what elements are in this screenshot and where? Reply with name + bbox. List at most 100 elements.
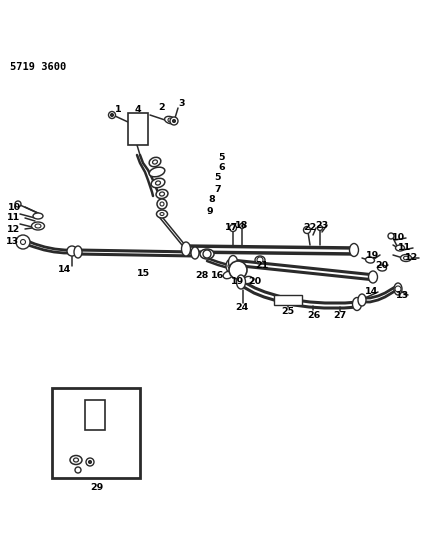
- Text: 5: 5: [215, 174, 221, 182]
- Text: 4: 4: [135, 106, 141, 115]
- Circle shape: [229, 261, 247, 279]
- Text: 5: 5: [219, 154, 225, 163]
- Ellipse shape: [70, 456, 82, 464]
- Ellipse shape: [156, 189, 168, 199]
- Text: 9: 9: [207, 207, 213, 216]
- Ellipse shape: [191, 247, 199, 259]
- Ellipse shape: [229, 255, 238, 269]
- Text: 11: 11: [398, 244, 412, 253]
- Circle shape: [229, 224, 237, 231]
- Text: 2: 2: [159, 102, 165, 111]
- Text: 12: 12: [7, 224, 21, 233]
- Text: 15: 15: [137, 269, 149, 278]
- Text: 14: 14: [366, 287, 379, 296]
- Circle shape: [303, 227, 310, 233]
- Ellipse shape: [149, 157, 161, 167]
- Bar: [128, 113, 148, 145]
- Text: 19: 19: [232, 278, 245, 287]
- Circle shape: [228, 263, 234, 269]
- Circle shape: [395, 286, 401, 292]
- Text: 21: 21: [256, 261, 269, 270]
- Text: 1: 1: [115, 106, 121, 115]
- Text: 8: 8: [208, 196, 215, 205]
- Ellipse shape: [160, 213, 164, 215]
- Text: 14: 14: [58, 265, 71, 274]
- Ellipse shape: [366, 257, 374, 263]
- Ellipse shape: [377, 265, 386, 271]
- Text: 16: 16: [211, 271, 225, 280]
- Circle shape: [21, 239, 26, 245]
- Circle shape: [172, 119, 175, 123]
- Text: 13: 13: [6, 237, 18, 246]
- Circle shape: [15, 201, 21, 207]
- Circle shape: [388, 233, 394, 239]
- Circle shape: [110, 114, 113, 117]
- Ellipse shape: [243, 277, 253, 284]
- Text: 17: 17: [226, 223, 239, 232]
- Circle shape: [86, 458, 94, 466]
- Circle shape: [257, 257, 263, 263]
- Text: 20: 20: [375, 261, 389, 270]
- Ellipse shape: [33, 213, 43, 219]
- Text: 24: 24: [235, 303, 249, 312]
- Text: 10: 10: [392, 233, 404, 243]
- Ellipse shape: [255, 256, 265, 264]
- Text: 7: 7: [215, 184, 221, 193]
- Text: 11: 11: [7, 214, 21, 222]
- Ellipse shape: [155, 181, 160, 185]
- Ellipse shape: [35, 224, 41, 228]
- Ellipse shape: [151, 179, 165, 188]
- Ellipse shape: [226, 259, 236, 273]
- Ellipse shape: [353, 297, 362, 311]
- Bar: [52, 388, 140, 478]
- Ellipse shape: [350, 244, 359, 256]
- Circle shape: [75, 467, 81, 473]
- Ellipse shape: [358, 294, 366, 306]
- Ellipse shape: [395, 245, 404, 251]
- Ellipse shape: [401, 254, 411, 262]
- Ellipse shape: [32, 222, 45, 230]
- Text: 19: 19: [366, 251, 380, 260]
- Ellipse shape: [152, 160, 158, 164]
- Ellipse shape: [223, 271, 233, 279]
- Circle shape: [67, 246, 77, 256]
- Circle shape: [170, 117, 178, 125]
- Text: 5719 3600: 5719 3600: [10, 62, 66, 72]
- Ellipse shape: [160, 192, 164, 196]
- Ellipse shape: [404, 256, 408, 260]
- Circle shape: [109, 111, 116, 118]
- Text: 22: 22: [303, 223, 317, 232]
- Text: 13: 13: [395, 290, 409, 300]
- Bar: [274, 295, 302, 305]
- Text: 28: 28: [195, 271, 209, 280]
- Text: 26: 26: [307, 311, 321, 319]
- Ellipse shape: [149, 167, 165, 177]
- Circle shape: [203, 250, 211, 258]
- Ellipse shape: [165, 116, 175, 124]
- Bar: [85, 400, 105, 430]
- Text: 12: 12: [405, 254, 419, 262]
- Ellipse shape: [394, 283, 402, 295]
- Circle shape: [16, 235, 30, 249]
- Text: 6: 6: [219, 163, 225, 172]
- Ellipse shape: [74, 246, 82, 258]
- Text: 23: 23: [315, 221, 329, 230]
- Circle shape: [240, 223, 244, 229]
- Text: 10: 10: [7, 203, 21, 212]
- Circle shape: [168, 118, 172, 122]
- Text: 25: 25: [282, 308, 294, 317]
- Text: 3: 3: [179, 100, 185, 109]
- Ellipse shape: [369, 271, 377, 283]
- Circle shape: [157, 199, 167, 209]
- Circle shape: [160, 202, 164, 206]
- Ellipse shape: [181, 242, 190, 256]
- Ellipse shape: [74, 458, 78, 462]
- Text: 27: 27: [333, 311, 347, 320]
- Circle shape: [318, 225, 323, 230]
- Text: 20: 20: [248, 278, 262, 287]
- Ellipse shape: [237, 275, 246, 289]
- Circle shape: [89, 461, 92, 464]
- Ellipse shape: [157, 210, 167, 218]
- Ellipse shape: [200, 249, 214, 259]
- Text: 18: 18: [235, 222, 249, 230]
